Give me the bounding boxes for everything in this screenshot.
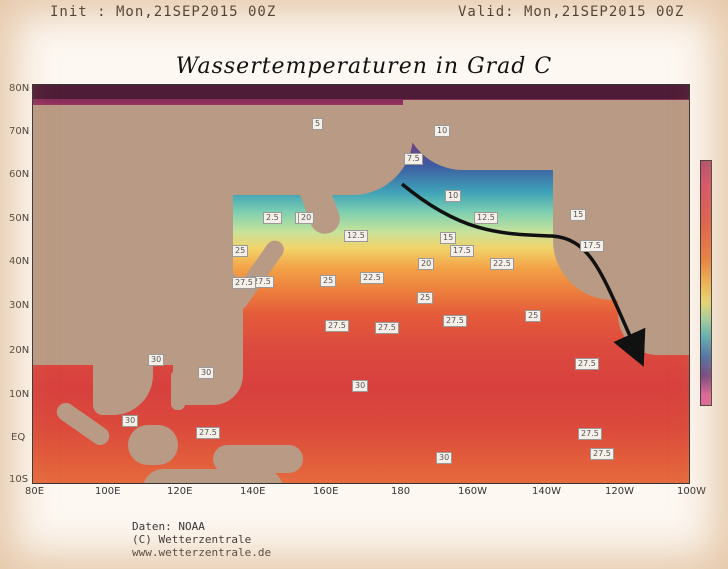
contour-label: 27.5 xyxy=(232,277,256,289)
map-title: Wassertemperaturen in Grad C xyxy=(175,54,553,79)
contour-label: 27.5 xyxy=(375,322,399,334)
contour-label: 30 xyxy=(352,380,369,392)
lon-label: 160E xyxy=(313,486,339,497)
credit-copyright: (C) Wetterzentrale xyxy=(132,533,252,546)
contour-label: 10 xyxy=(434,125,451,137)
contour-label: 27.5 xyxy=(443,315,467,327)
contour-label: 25 xyxy=(417,292,434,304)
lon-label: 160W xyxy=(458,486,487,497)
lat-label: 50N xyxy=(9,213,30,224)
contour-label: 27.5 xyxy=(325,320,349,332)
lon-label: 180 xyxy=(391,486,411,497)
arctic-land xyxy=(33,85,689,99)
lon-label: 140E xyxy=(240,486,266,497)
contour-label: 10 xyxy=(445,190,462,202)
contour-label: 17.5 xyxy=(450,245,474,257)
contour-label: 30 xyxy=(148,354,165,366)
contour-label: 15 xyxy=(570,209,587,221)
lon-label: 120W xyxy=(605,486,634,497)
lat-label: 10N xyxy=(9,389,30,400)
contour-label: 25 xyxy=(525,310,542,322)
landmass-new-guinea xyxy=(213,445,303,473)
contour-label: 22.5 xyxy=(360,272,384,284)
contour-label: 22.5 xyxy=(490,258,514,270)
contour-label: 7.5 xyxy=(404,153,423,165)
lat-label: 30N xyxy=(9,300,30,311)
lat-label: 60N xyxy=(9,169,30,180)
contour-label: 15 xyxy=(440,232,457,244)
contour-label: 12.5 xyxy=(344,230,368,242)
contour-label: 27.5 xyxy=(575,358,599,370)
lat-label: 70N xyxy=(9,126,30,137)
contour-label: 25 xyxy=(232,245,249,257)
landmass-borneo xyxy=(128,425,178,465)
contour-label: 20 xyxy=(298,212,315,224)
sst-map xyxy=(32,84,690,484)
lon-label: 100E xyxy=(95,486,121,497)
credit-data-source: Daten: NOAA xyxy=(132,520,205,533)
contour-label: 17.5 xyxy=(580,240,604,252)
init-time: Init : Mon,21SEP2015 00Z xyxy=(50,4,277,20)
landmass-philippines xyxy=(171,370,185,410)
credit-block: Daten: NOAA (C) Wetterzentrale www.wette… xyxy=(132,520,271,559)
landmass-north-america xyxy=(553,100,689,300)
landmass-siberia xyxy=(153,105,413,195)
contour-label: 25 xyxy=(320,275,337,287)
current-arrow-layer xyxy=(400,182,646,367)
lon-label: 140W xyxy=(532,486,561,497)
contour-label: 20 xyxy=(418,258,435,270)
valid-time: Valid: Mon,21SEP2015 00Z xyxy=(458,4,685,20)
lat-label: 80N xyxy=(9,83,30,94)
credit-website: www.wetterzentrale.de xyxy=(132,546,272,559)
lon-label: 100W xyxy=(677,486,706,497)
lat-label: 40N xyxy=(9,256,30,267)
lat-label: 10S xyxy=(9,474,29,485)
contour-label: 27.5 xyxy=(590,448,614,460)
lat-label: EQ xyxy=(11,432,26,443)
contour-label: 5 xyxy=(312,118,324,130)
contour-label: 27.5 xyxy=(578,428,602,440)
temperature-colorbar xyxy=(700,160,712,406)
lon-label: 80E xyxy=(25,486,45,497)
contour-label: 30 xyxy=(122,415,139,427)
lat-label: 20N xyxy=(9,345,30,356)
contour-label: 30 xyxy=(436,452,453,464)
contour-label: 30 xyxy=(198,367,215,379)
current-arrow xyxy=(400,182,646,367)
contour-label: 2.5 xyxy=(263,212,282,224)
contour-label: 12.5 xyxy=(474,212,498,224)
lon-label: 120E xyxy=(167,486,193,497)
contour-label: 27.5 xyxy=(196,427,220,439)
landmass-australia xyxy=(143,469,283,483)
